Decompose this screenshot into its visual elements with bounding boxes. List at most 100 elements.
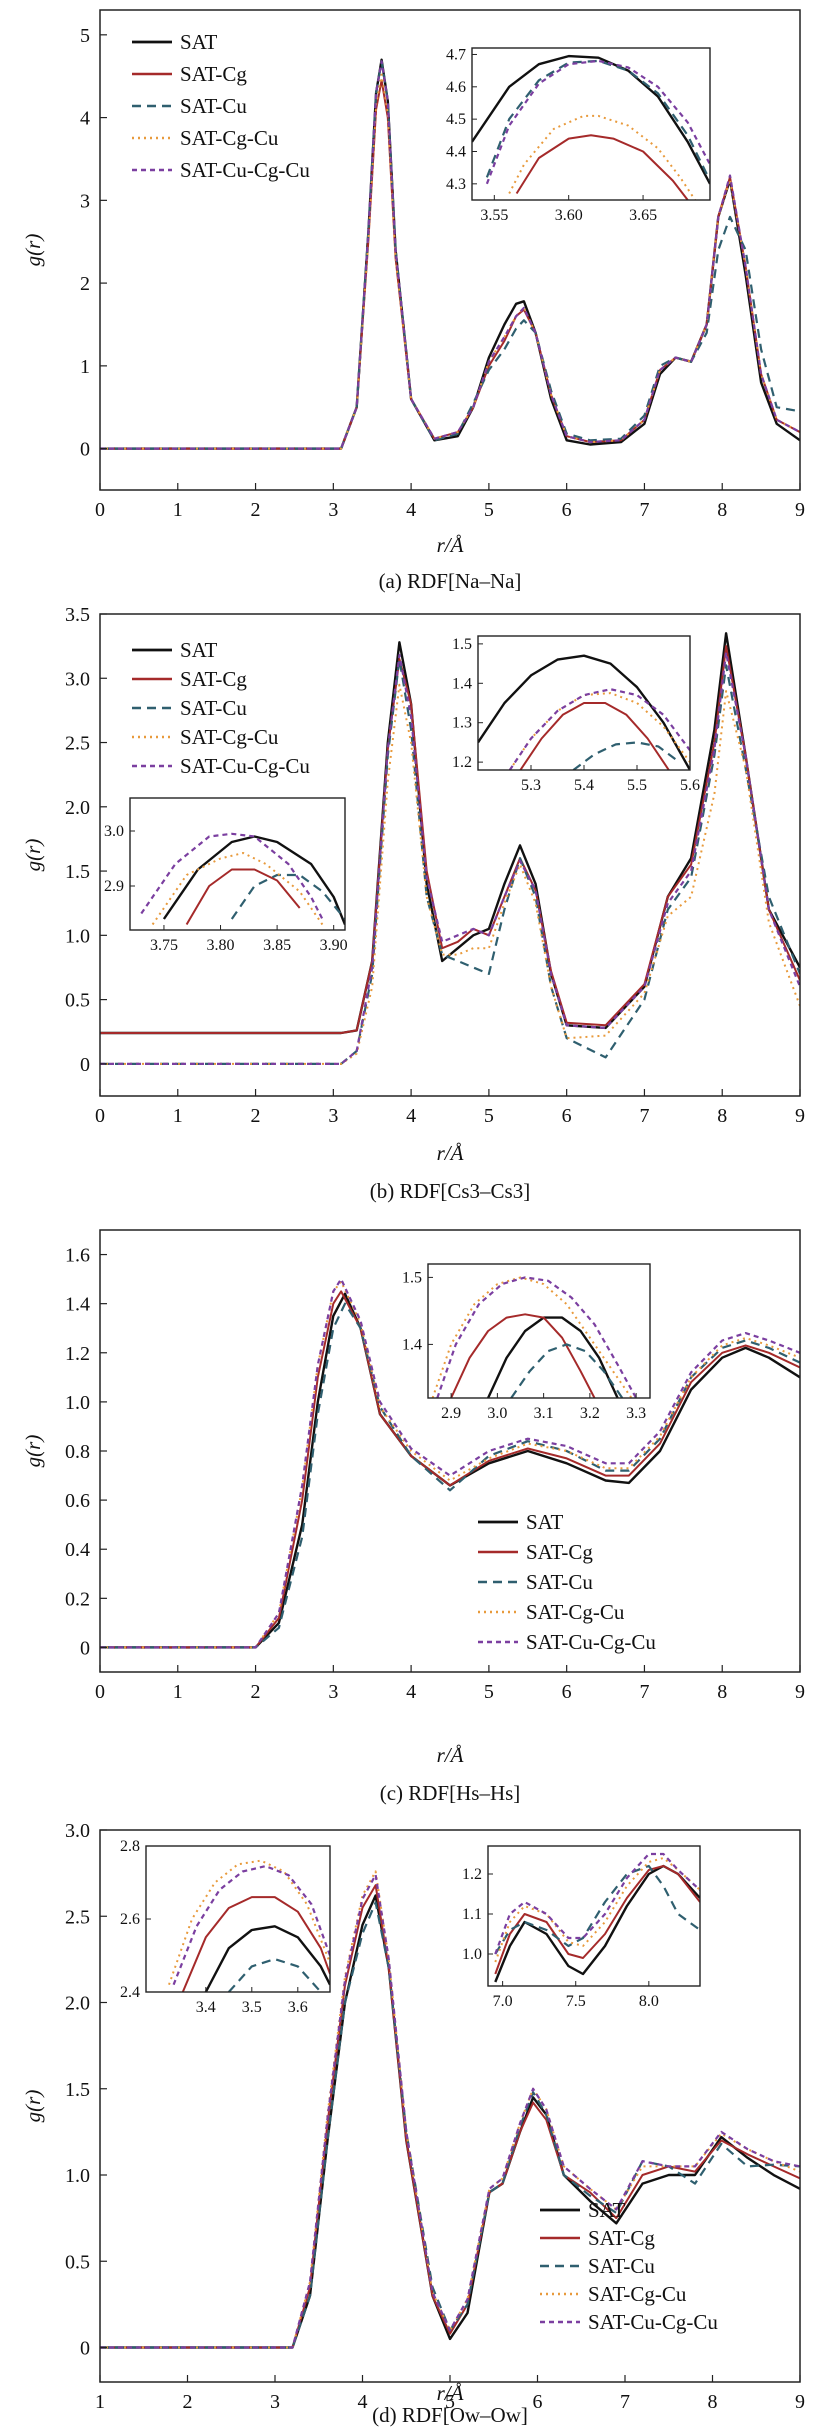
y-tick-label: 0.2 bbox=[65, 1588, 90, 1610]
y-tick-label: 2.0 bbox=[65, 1993, 90, 2015]
x-tick-label: 7 bbox=[620, 2391, 630, 2413]
x-tick-label: 5 bbox=[484, 1105, 494, 1127]
legend-label: SAT-Cg-Cu bbox=[180, 126, 279, 150]
y-tick-label: 1.4 bbox=[65, 1294, 90, 1316]
y-axis-label: g(r) bbox=[21, 2090, 45, 2123]
inset-y-tick-label: 2.9 bbox=[104, 878, 124, 895]
panel-caption: (a) RDF[Na–Na] bbox=[379, 569, 522, 593]
inset-series-group bbox=[494, 1852, 700, 1983]
series-line-sat bbox=[100, 1292, 800, 1649]
y-tick-label: 5 bbox=[80, 25, 90, 47]
inset-x-tick-label: 5.4 bbox=[574, 777, 594, 794]
inset-x-tick-label: 5.6 bbox=[680, 777, 700, 794]
inset-x-tick-label: 8.0 bbox=[639, 1993, 659, 2010]
y-tick-label: 0 bbox=[80, 2338, 90, 2360]
inset-x-tick-label: 3.4 bbox=[196, 1999, 216, 2016]
inset-y-tick-label: 4.5 bbox=[446, 111, 466, 128]
inset-x-tick-label: 7.0 bbox=[493, 1993, 513, 2010]
series-line-sat-cu-cg-cu bbox=[100, 1278, 800, 1649]
inset-x-tick-label: 3.75 bbox=[150, 937, 178, 954]
y-tick-label: 1.6 bbox=[65, 1245, 90, 1267]
inset-series-line-sat bbox=[204, 1925, 330, 1992]
inset-series-line-sat-cu bbox=[572, 741, 681, 770]
legend-label: SAT-Cg-Cu bbox=[526, 1600, 625, 1624]
inset-x-tick-label: 3.1 bbox=[534, 1405, 554, 1422]
inset-series-line-sat bbox=[478, 654, 690, 770]
x-axis-label: r/Å bbox=[437, 1743, 464, 1767]
x-tick-label: 3 bbox=[328, 1681, 338, 1703]
inset-x-tick-label: 3.2 bbox=[580, 1405, 600, 1422]
legend: SAT SAT-Cg SAT-Cu SAT-Cg-Cu SAT-Cu-Cg-Cu bbox=[132, 30, 310, 182]
legend-label: SAT bbox=[588, 2198, 626, 2222]
inset-x-tick-label: 3.6 bbox=[288, 1999, 308, 2016]
chart-panel-d: 1 2 3 4 5 6 7 8 9 0 0.5 1.0 1.5 2.0 2.5 3.0 r/Å g(r) (d) R… bbox=[21, 1820, 805, 2427]
inset-x-tick-label: 3.80 bbox=[207, 937, 235, 954]
inset-x-tick-label: 3.65 bbox=[629, 207, 657, 224]
inset-frame bbox=[427, 1263, 651, 1399]
series-line-sat-cu bbox=[100, 1302, 800, 1649]
y-tick-label: 1 bbox=[80, 356, 90, 378]
inset-x-tick-label: 3.5 bbox=[242, 1999, 262, 2016]
inset-y-tick-label: 2.6 bbox=[120, 1911, 140, 1928]
chart-panel-b: 0 1 2 3 4 5 6 7 8 9 0 0.5 1.0 1.5 2.0 2.5 3.0 3.5 r/Å g(r) (… bbox=[21, 604, 805, 1203]
y-tick-label: 1.0 bbox=[65, 925, 90, 947]
inset-x-tick-label: 3.55 bbox=[480, 207, 508, 224]
x-tick-label: 1 bbox=[95, 2391, 105, 2413]
inset-series-line-sat-cg-cu bbox=[508, 114, 696, 200]
inset-series-line-sat-cu bbox=[510, 1343, 624, 1398]
x-tick-label: 1 bbox=[173, 499, 183, 521]
series-line-sat-cg bbox=[100, 1290, 800, 1649]
inset-frame bbox=[471, 47, 711, 201]
legend-label: SAT-Cu bbox=[526, 1570, 593, 1594]
inset-series-group bbox=[168, 1859, 330, 1992]
x-tick-label: 8 bbox=[717, 1681, 727, 1703]
x-tick-label: 2 bbox=[251, 499, 261, 521]
y-tick-label: 0.5 bbox=[65, 990, 90, 1012]
series-group bbox=[100, 58, 800, 450]
chart-panel-a: 0 1 2 3 4 5 6 7 8 9 0 1 2 3 4 5 r/Å g(r) (a) RDF[Na–Na] SAT… bbox=[21, 9, 805, 593]
inset-series-line-sat-cg bbox=[515, 134, 689, 200]
y-tick-label: 3 bbox=[80, 190, 90, 212]
series-line-sat-cg bbox=[100, 1884, 800, 2349]
inset-y-tick-label: 2.8 bbox=[120, 1838, 140, 1855]
panel-caption: (c) RDF[Hs–Hs] bbox=[380, 1781, 521, 1805]
y-tick-label: 0 bbox=[80, 439, 90, 461]
inset-series-line-sat-cg-cu bbox=[151, 852, 324, 926]
legend: SAT SAT-Cg SAT-Cu SAT-Cg-Cu SAT-Cu-Cg-Cu bbox=[132, 638, 310, 778]
inset-background bbox=[428, 1264, 650, 1398]
series-group bbox=[100, 632, 800, 1065]
y-axis-label: g(r) bbox=[21, 839, 45, 872]
x-tick-label: 9 bbox=[795, 499, 805, 521]
legend-label: SAT bbox=[180, 638, 218, 662]
legend-label: SAT-Cu-Cg-Cu bbox=[526, 1630, 656, 1654]
inset-y-tick-label: 1.4 bbox=[452, 675, 472, 692]
y-tick-label: 0 bbox=[80, 1054, 90, 1076]
inset-x-tick-label: 7.5 bbox=[566, 1993, 586, 2010]
inset-series-line-sat-cu bbox=[494, 1864, 700, 1955]
y-tick-label: 3.0 bbox=[65, 1820, 90, 1842]
x-tick-label: 4 bbox=[406, 499, 416, 521]
inset-x-tick-label: 3.0 bbox=[487, 1405, 507, 1422]
y-tick-label: 1.5 bbox=[65, 2079, 90, 2101]
inset-upper-right: 5.3 5.4 5.5 5.6 1.2 1.3 1.4 1.5 bbox=[452, 635, 700, 794]
inset-middle-left: 3.75 3.80 3.85 3.90 2.9 3.0 bbox=[104, 797, 348, 954]
x-tick-label: 3 bbox=[328, 499, 338, 521]
x-tick-label: 9 bbox=[795, 2391, 805, 2413]
x-tick-label: 4 bbox=[406, 1105, 416, 1127]
inset-y-tick-label: 4.3 bbox=[446, 176, 466, 193]
x-tick-label: 2 bbox=[251, 1105, 261, 1127]
x-tick-label: 0 bbox=[95, 499, 105, 521]
inset-series-line-sat-cu bbox=[230, 873, 345, 920]
inset-background bbox=[146, 1846, 330, 1992]
inset-series-line-sat bbox=[472, 54, 710, 185]
legend-label: SAT-Cu bbox=[180, 94, 247, 118]
y-tick-label: 0.4 bbox=[65, 1539, 90, 1561]
x-tick-label: 9 bbox=[795, 1681, 805, 1703]
inset-frame bbox=[129, 797, 346, 931]
y-axis-label: g(r) bbox=[21, 1435, 45, 1468]
y-tick-label: 0 bbox=[80, 1637, 90, 1659]
x-tick-label: 0 bbox=[95, 1681, 105, 1703]
series-line-sat-cu-cg-cu bbox=[100, 60, 800, 450]
legend-label: SAT-Cg-Cu bbox=[588, 2282, 687, 2306]
series-line-sat-cu-cg-cu bbox=[100, 651, 800, 1065]
